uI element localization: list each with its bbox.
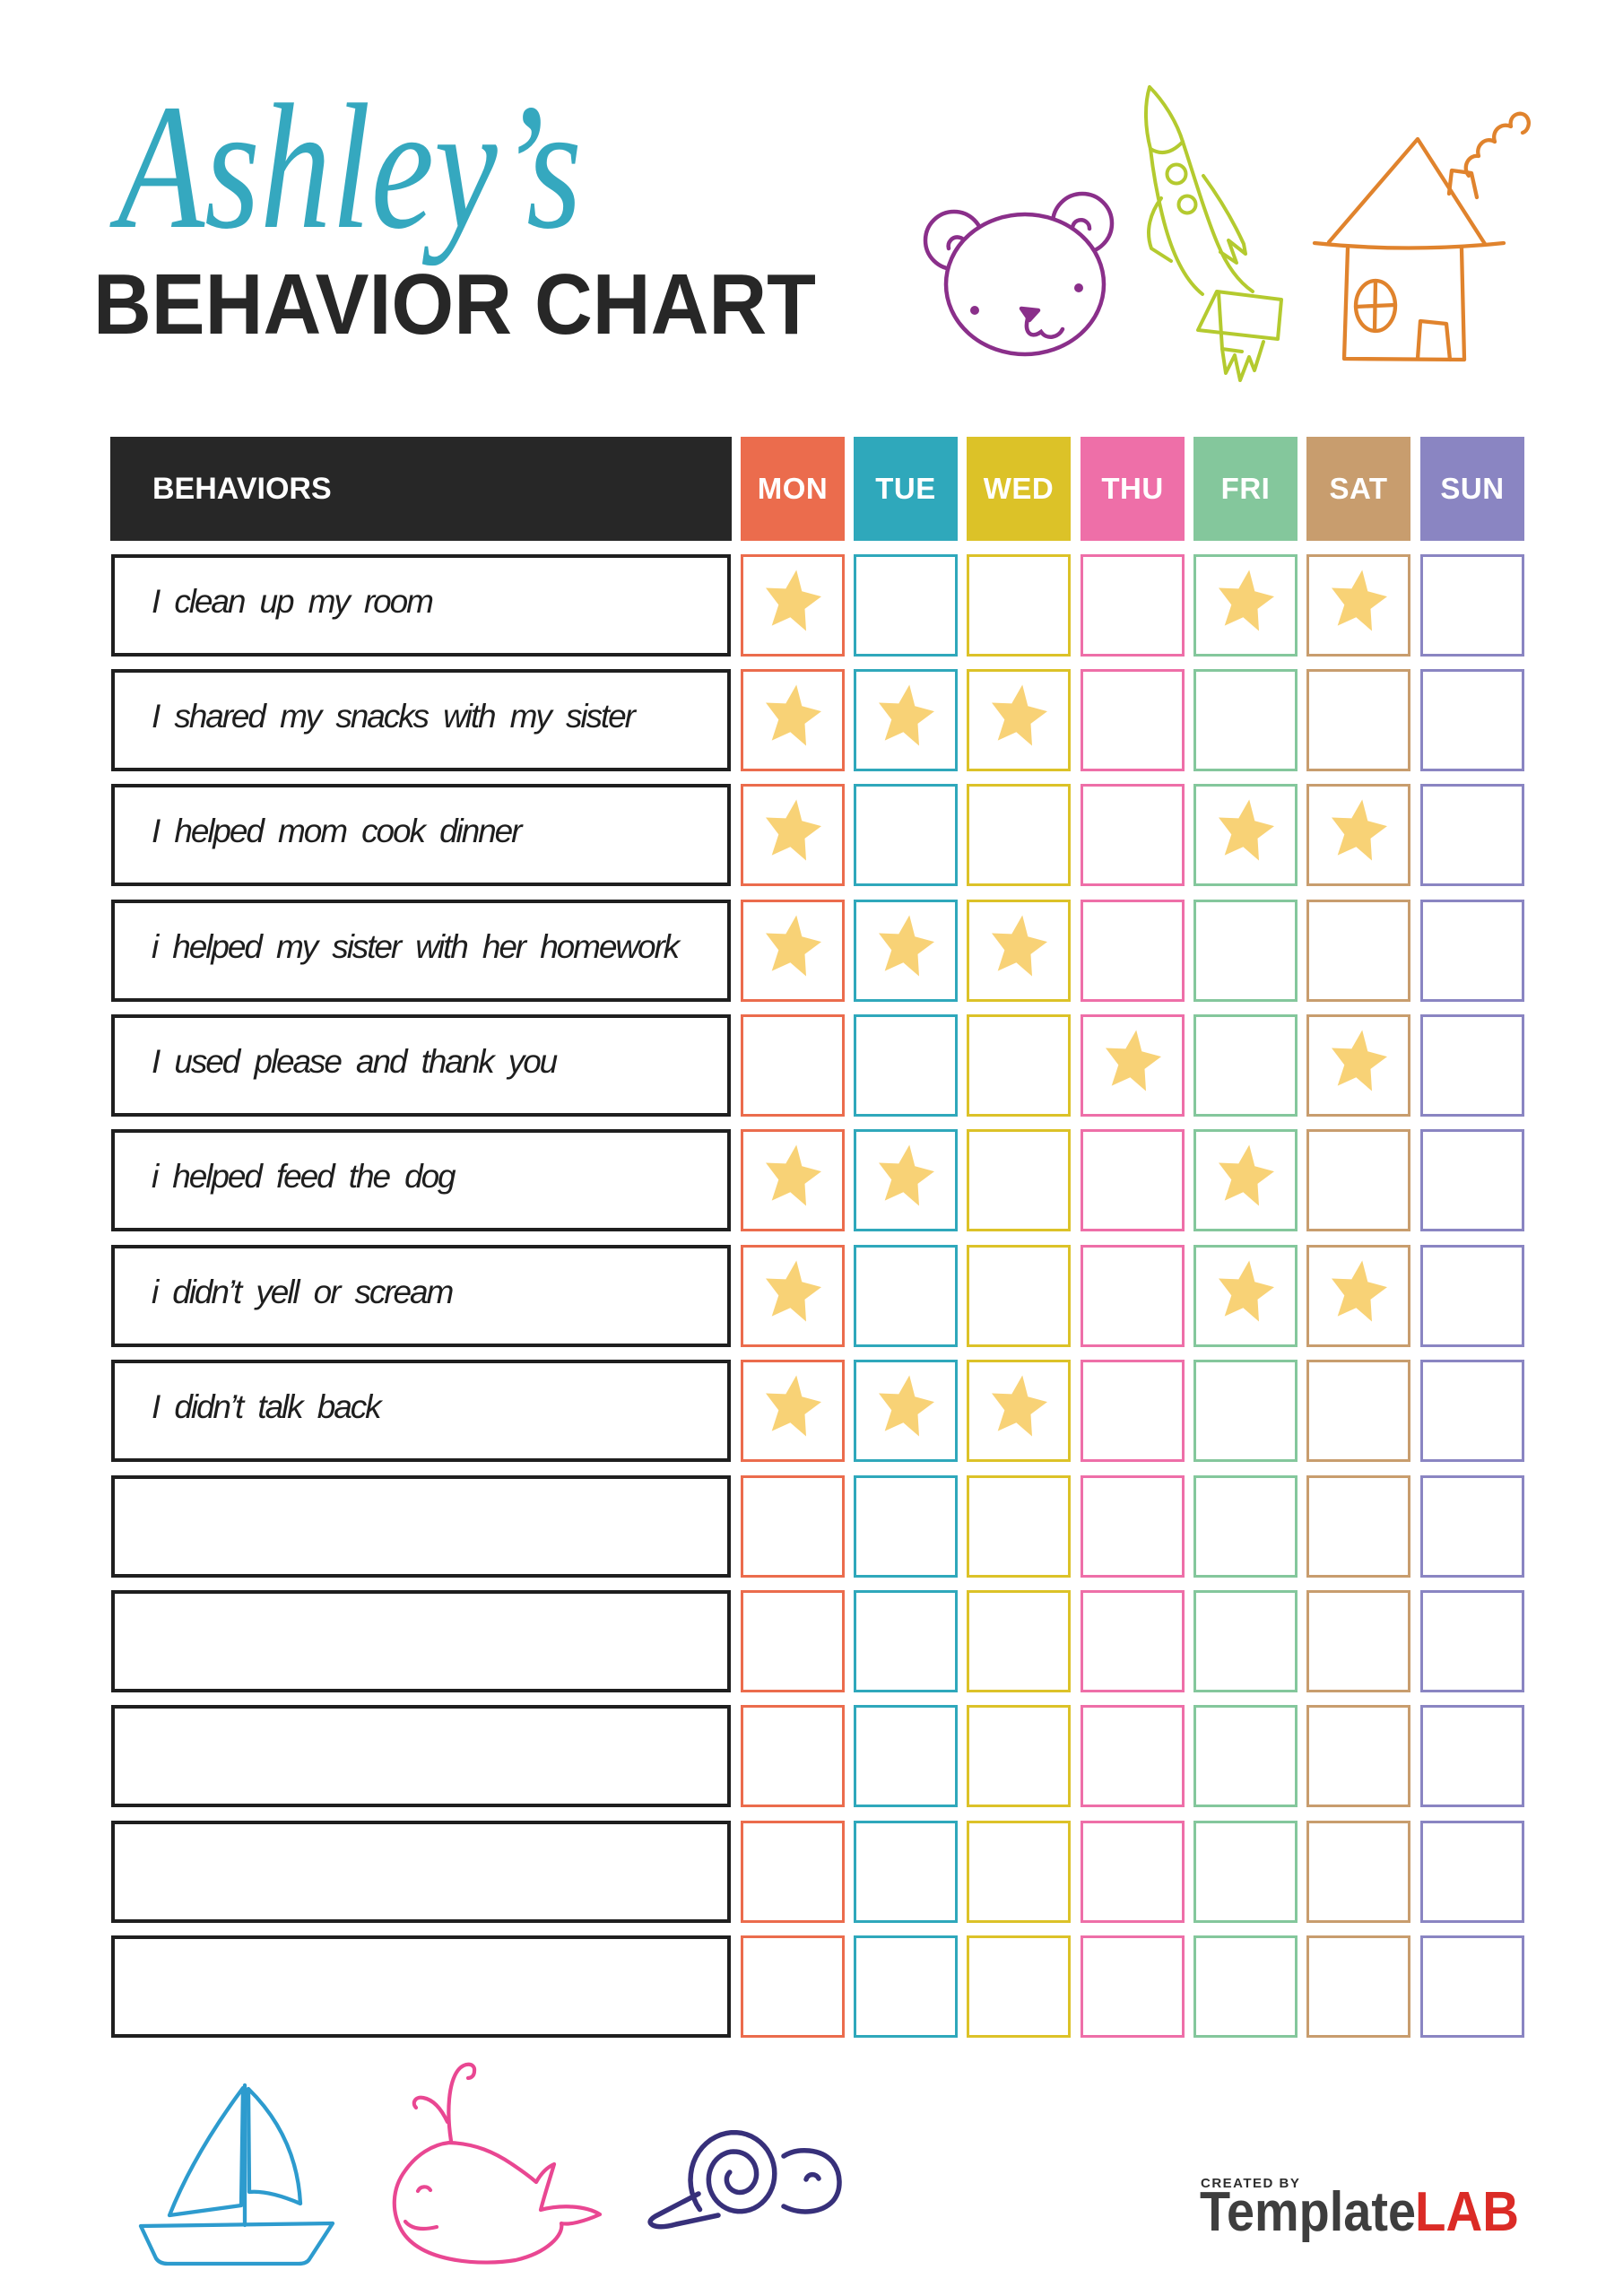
svg-text:Ashley’s: Ashley’s xyxy=(109,68,582,266)
svg-text:CREATED BY: CREATED BY xyxy=(1201,2176,1300,2191)
svg-text:Template: Template xyxy=(1200,2181,1416,2243)
svg-text:LAB: LAB xyxy=(1415,2181,1519,2243)
svg-text:BEHAVIOR CHART: BEHAVIOR CHART xyxy=(93,257,816,352)
